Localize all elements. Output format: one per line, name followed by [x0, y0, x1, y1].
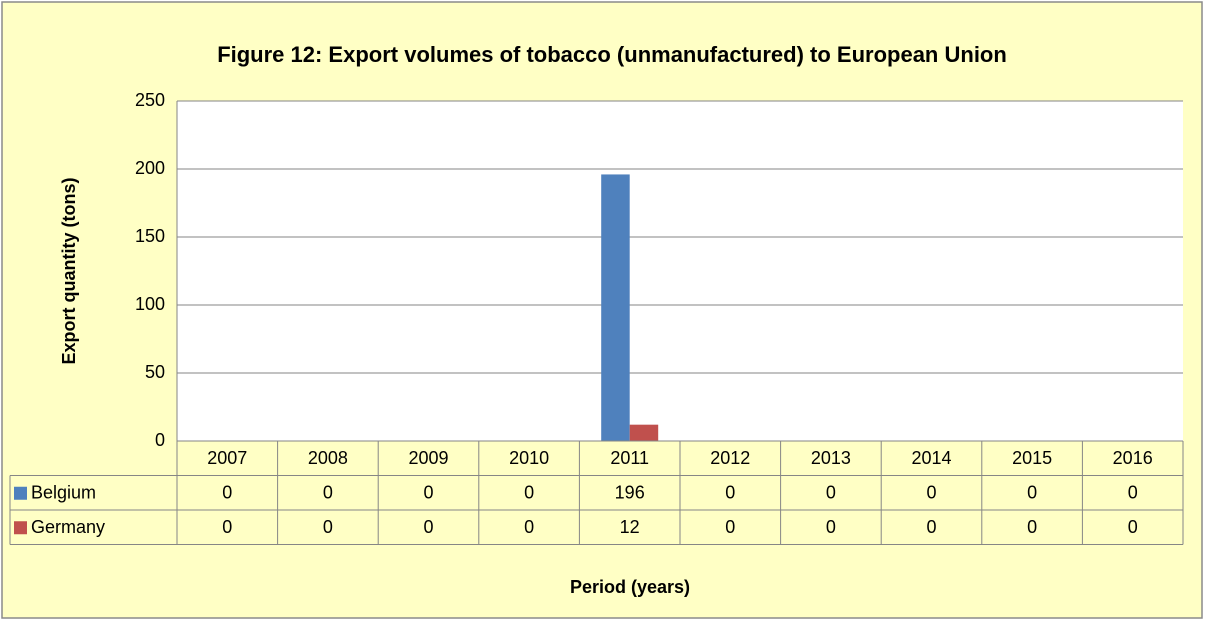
table-value: 0	[826, 483, 836, 503]
table-value: 0	[725, 483, 735, 503]
table-value: 0	[222, 517, 232, 537]
y-tick-label: 0	[155, 430, 165, 450]
x-tick-label: 2007	[207, 448, 247, 468]
table-value: 0	[926, 483, 936, 503]
table-value: 0	[524, 517, 534, 537]
x-tick-label: 2009	[408, 448, 448, 468]
table-value: 0	[323, 483, 333, 503]
x-tick-label: 2013	[811, 448, 851, 468]
table-value: 0	[725, 517, 735, 537]
table-value: 0	[323, 517, 333, 537]
table-value: 0	[1128, 483, 1138, 503]
table-value: 0	[524, 483, 534, 503]
table-value: 0	[826, 517, 836, 537]
x-tick-label: 2015	[1012, 448, 1052, 468]
table-value: 196	[615, 483, 645, 503]
legend-label: Belgium	[31, 483, 96, 503]
table-value: 0	[1027, 517, 1037, 537]
table-value: 0	[423, 483, 433, 503]
table-value: 12	[620, 517, 640, 537]
x-axis-label: Period (years)	[570, 577, 690, 597]
table-value: 0	[423, 517, 433, 537]
x-tick-label: 2012	[710, 448, 750, 468]
table-value: 0	[1128, 517, 1138, 537]
legend-label: Germany	[31, 517, 105, 537]
legend-key	[14, 486, 27, 500]
y-tick-label: 250	[135, 90, 165, 110]
table-value: 0	[222, 483, 232, 503]
bar	[601, 174, 630, 441]
x-tick-label: 2016	[1113, 448, 1153, 468]
bar	[629, 424, 659, 441]
legend-key	[14, 521, 27, 535]
x-tick-label: 2014	[911, 448, 951, 468]
table-value: 0	[1027, 483, 1037, 503]
y-tick-label: 100	[135, 294, 165, 314]
chart-title: Figure 12: Export volumes of tobacco (un…	[217, 42, 1007, 67]
x-tick-label: 2011	[610, 448, 649, 468]
y-tick-label: 200	[135, 158, 165, 178]
table-value: 0	[926, 517, 936, 537]
y-axis-label: Export quantity (tons)	[59, 178, 79, 365]
x-tick-label: 2008	[308, 448, 348, 468]
x-tick-label: 2010	[509, 448, 549, 468]
y-tick-label: 150	[135, 226, 165, 246]
plot-area	[177, 101, 1183, 441]
y-tick-label: 50	[145, 362, 165, 382]
